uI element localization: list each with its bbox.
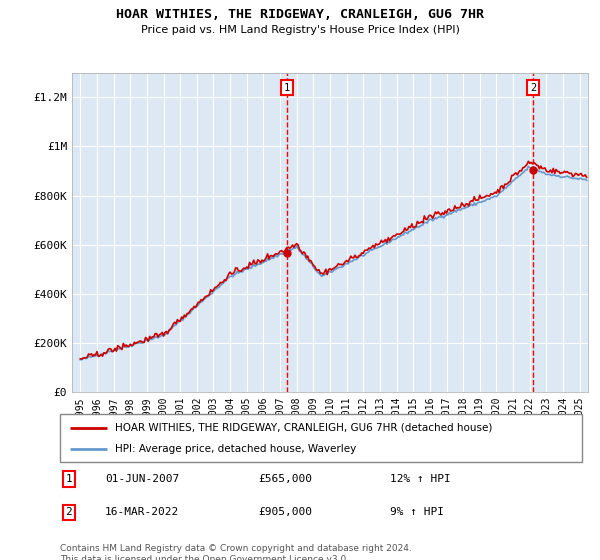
Text: 2: 2 — [65, 507, 73, 517]
Text: HPI: Average price, detached house, Waverley: HPI: Average price, detached house, Wave… — [115, 444, 356, 454]
Text: £905,000: £905,000 — [258, 507, 312, 517]
Text: Contains HM Land Registry data © Crown copyright and database right 2024.
This d: Contains HM Land Registry data © Crown c… — [60, 544, 412, 560]
Text: Price paid vs. HM Land Registry's House Price Index (HPI): Price paid vs. HM Land Registry's House … — [140, 25, 460, 35]
Text: 1: 1 — [284, 83, 290, 92]
Text: HOAR WITHIES, THE RIDGEWAY, CRANLEIGH, GU6 7HR: HOAR WITHIES, THE RIDGEWAY, CRANLEIGH, G… — [116, 8, 484, 21]
Text: 9% ↑ HPI: 9% ↑ HPI — [390, 507, 444, 517]
Text: 16-MAR-2022: 16-MAR-2022 — [105, 507, 179, 517]
FancyBboxPatch shape — [60, 414, 582, 462]
Text: HOAR WITHIES, THE RIDGEWAY, CRANLEIGH, GU6 7HR (detached house): HOAR WITHIES, THE RIDGEWAY, CRANLEIGH, G… — [115, 423, 492, 433]
Text: 1: 1 — [65, 474, 73, 484]
Text: 01-JUN-2007: 01-JUN-2007 — [105, 474, 179, 484]
Text: 12% ↑ HPI: 12% ↑ HPI — [390, 474, 451, 484]
Text: £565,000: £565,000 — [258, 474, 312, 484]
Text: 2: 2 — [530, 83, 536, 92]
